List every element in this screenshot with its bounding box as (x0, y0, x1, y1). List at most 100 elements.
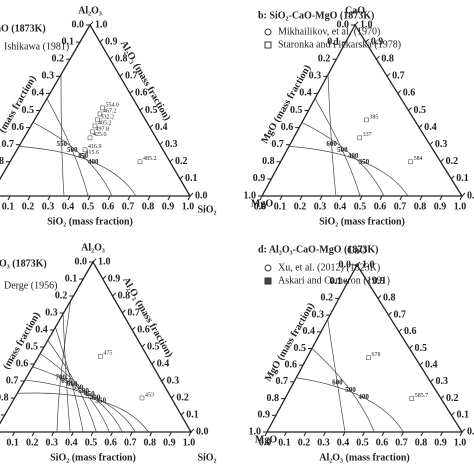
tick-mark (141, 343, 146, 348)
apex-label: CaO (345, 5, 365, 16)
tick-mark (319, 195, 323, 201)
tick-mark (131, 326, 136, 331)
tick-label: 0.5 (414, 105, 427, 116)
data-point (95, 117, 100, 123)
point-label: 584 (414, 156, 423, 162)
tick-mark (279, 195, 283, 201)
tick-label: 0.9 (162, 201, 175, 212)
tick-mark (303, 431, 307, 437)
contour-label: 450 (78, 152, 89, 160)
tick-mark (171, 394, 175, 399)
tick-label: 0.8 (0, 156, 4, 167)
point-label: 405.2 (98, 120, 112, 126)
tick-label: 0.5 (415, 343, 428, 354)
tick-label: 0.3 (436, 376, 449, 387)
tick-mark (264, 431, 268, 437)
tick-mark (180, 411, 185, 416)
left-axis-title: MgO (mass fraction) (263, 301, 317, 383)
panel-title: d: Al₂O₃-CaO-MgO (1873K) (258, 244, 378, 255)
contour-label: 400 (358, 393, 369, 401)
tick-label: 0.8 (415, 437, 428, 448)
tick-label: 0.2 (298, 437, 311, 448)
tick-label: 1.0 (249, 426, 262, 437)
tick-label: 0.0 (337, 19, 350, 30)
panel-title: b: SiO₂-CaO-MgO (1873K) (258, 10, 374, 21)
tick-mark (168, 431, 172, 437)
tick-label: 0.3 (42, 71, 55, 82)
contour-label: 400 (88, 158, 99, 166)
tick-label: 0.3 (309, 71, 322, 82)
tick-label: 0.4 (32, 88, 45, 99)
contour-line (39, 353, 110, 433)
tick-label: 0.3 (165, 139, 178, 150)
tick-label: 1.0 (362, 259, 375, 270)
tick-mark (356, 261, 361, 266)
corner-label: SiO₂ (197, 204, 216, 215)
tick-label: 0.0 (259, 437, 272, 448)
tick-label: 0.4 (424, 122, 437, 133)
tick-label: 0.2 (318, 53, 331, 64)
tick-mark (99, 38, 104, 43)
bottom-axis-title: SiO₂ (mass fraction) (47, 216, 133, 227)
tick-label: 0.7 (6, 375, 19, 386)
tick-label: 0.9 (434, 437, 447, 448)
point-label: 554.0 (106, 102, 120, 108)
tick-label: 0.6 (104, 437, 117, 448)
tick-mark (451, 411, 455, 416)
tick-mark (188, 431, 192, 437)
tick-label: 0.0 (467, 190, 474, 201)
tick-label: 0.5 (147, 341, 160, 352)
tick-label: 0.4 (65, 437, 78, 448)
tick-label: 0.2 (175, 156, 188, 167)
contour-label: 600 (332, 379, 343, 387)
point-label: 485.2 (143, 156, 157, 162)
tick-label: 0.2 (176, 392, 189, 403)
tick-label: 0.1 (456, 173, 469, 184)
tick-label: 0.2 (321, 293, 334, 304)
tick-mark (149, 124, 154, 128)
tick-label: 0.8 (0, 392, 9, 403)
point-label: 497.8 (96, 126, 110, 132)
tick-label: 0.5 (85, 437, 98, 448)
tick-mark (151, 360, 156, 365)
tick-label: 0.2 (55, 290, 68, 301)
tick-label: 0.7 (394, 309, 407, 320)
point-label: 453 (145, 392, 154, 398)
tick-mark (167, 195, 171, 201)
tick-mark (365, 38, 370, 43)
legend-marker (264, 264, 272, 272)
tick-label: 0.9 (258, 410, 271, 421)
point-label: 416.9 (88, 144, 102, 150)
tick-mark (408, 107, 412, 111)
tick-label: 0.3 (45, 307, 58, 318)
tick-label: 0.0 (72, 19, 85, 30)
point-label: 385 (369, 114, 378, 120)
legend-entry: Derge (1956) (4, 280, 57, 291)
tick-mark (399, 195, 403, 201)
tick-label: 1.0 (182, 201, 195, 212)
tick-mark (169, 158, 174, 163)
tick-label: 0.6 (403, 88, 416, 99)
data-point (137, 159, 143, 165)
tick-mark (127, 195, 131, 201)
tick-label: 0.8 (383, 293, 396, 304)
tick-mark (419, 195, 423, 201)
tick-mark (401, 431, 404, 437)
tick-mark (439, 195, 443, 201)
tick-label: 0.2 (22, 201, 35, 212)
tick-label: 1.0 (454, 437, 467, 448)
corner-label: MgO (251, 198, 273, 209)
tick-label: 0.8 (118, 290, 131, 301)
tick-label: 0.7 (2, 139, 15, 150)
tick-mark (386, 72, 391, 77)
tick-label: 0.4 (35, 324, 48, 335)
tick-label: 0.3 (435, 139, 448, 150)
tick-label: 0.7 (124, 437, 137, 448)
tick-mark (31, 431, 35, 437)
tick-label: 0.5 (22, 105, 35, 116)
tick-label: 0.4 (334, 201, 347, 212)
apex-label: Al₂O₃ (81, 242, 105, 253)
tick-label: 0.5 (354, 201, 367, 212)
data-point (409, 396, 414, 401)
tick-label: 0.8 (144, 437, 157, 448)
